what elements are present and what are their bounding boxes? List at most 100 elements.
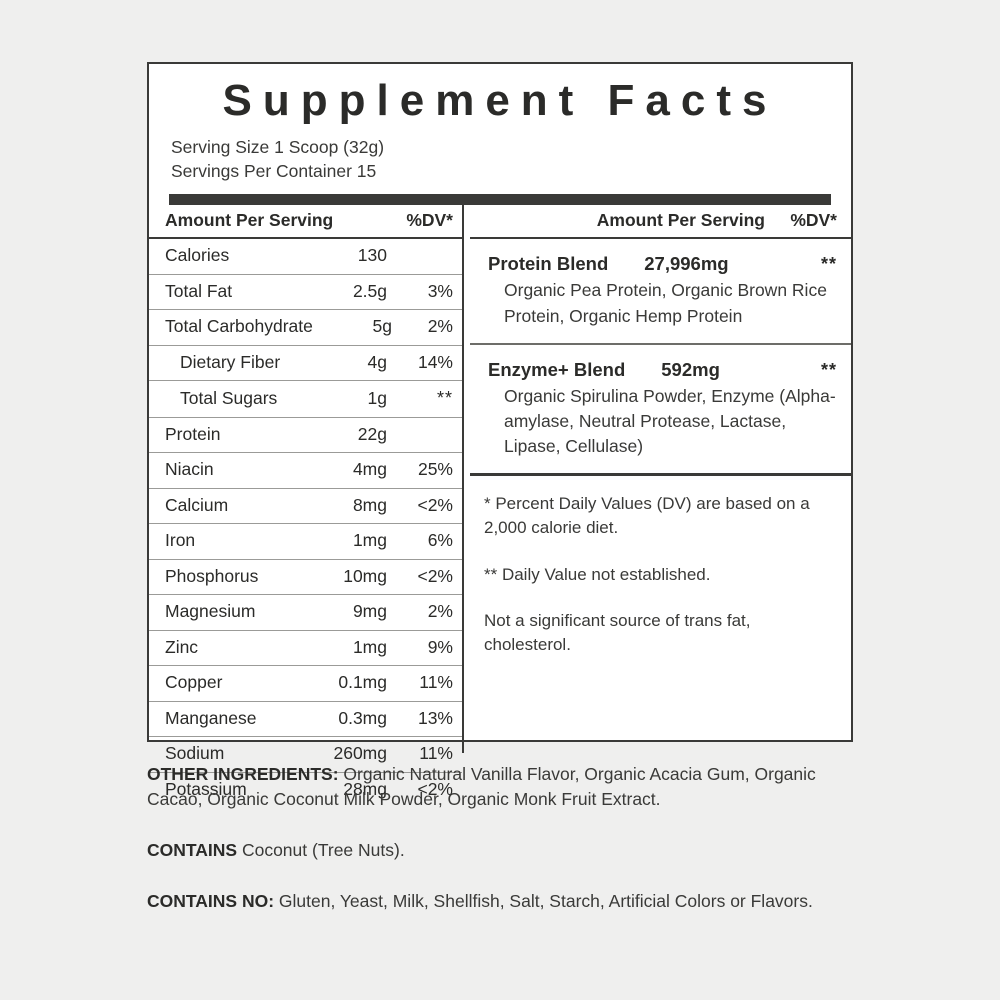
table-row: Total Sugars 1g ** xyxy=(149,381,462,418)
nutrient-amount: 5g xyxy=(372,316,392,337)
nutrient-amount: 10mg xyxy=(343,565,387,586)
nutrient-percent-dv: 2% xyxy=(427,316,453,337)
servings-per-container-text: Servings Per Container 15 xyxy=(171,161,377,182)
contains-paragraph: CONTAINS Coconut (Tree Nuts). xyxy=(147,838,853,863)
table-row: Manganese 0.3mg 13% xyxy=(149,702,462,738)
nutrient-name: Sodium xyxy=(165,743,225,764)
blend-enzyme-dv: ** xyxy=(820,359,837,380)
nutrient-percent-dv: 9% xyxy=(427,636,453,657)
nutrient-percent-dv: ** xyxy=(436,388,453,409)
table-row: Phosphorus 10mg <2% xyxy=(149,560,462,596)
nutrient-name: Magnesium xyxy=(165,601,256,622)
nutrient-amount: 4mg xyxy=(352,459,387,480)
nutrient-name: Iron xyxy=(165,530,196,551)
nutrient-percent-dv: <2% xyxy=(417,494,453,515)
blend-enzyme-name: Enzyme+ Blend xyxy=(488,358,626,380)
nutrient-name: Niacin xyxy=(165,459,214,480)
nutrient-name: Protein xyxy=(165,423,221,444)
nutrient-percent-dv: <2% xyxy=(417,565,453,586)
footnotes: * Percent Daily Values (DV) are based on… xyxy=(470,476,851,753)
nutrient-percent-dv: 6% xyxy=(427,530,453,551)
blend-enzyme-amount: 592mg xyxy=(661,358,720,380)
nutrients-column-header: Amount Per Serving %DV* xyxy=(149,205,462,240)
blend-protein-header: Protein Blend 27,996mg ** xyxy=(488,253,837,275)
table-row: Magnesium 9mg 2% xyxy=(149,595,462,631)
panel-header: Supplement Facts Serving Size 1 Scoop (3… xyxy=(149,64,851,206)
other-ingredients-label: OTHER INGREDIENTS: xyxy=(147,764,339,784)
footnote-not-significant-source: Not a significant source of trans fat, c… xyxy=(484,610,751,654)
blends-column-header: Amount Per Serving %DV* xyxy=(470,205,851,240)
contains-no-paragraph: CONTAINS NO: Gluten, Yeast, Milk, Shellf… xyxy=(147,889,853,914)
blend-protein-ingredients: Organic Pea Protein, Organic Brown Rice … xyxy=(504,280,827,326)
nutrient-name: Total Fat xyxy=(165,280,233,301)
contains-label: CONTAINS xyxy=(147,839,238,860)
nutrients-column: Amount Per Serving %DV* Calories 130 Total… xyxy=(149,205,464,797)
table-row: Calcium 8mg <2% xyxy=(149,489,462,525)
nutrient-amount: 0.3mg xyxy=(338,707,387,728)
nutrient-amount: 260mg xyxy=(333,743,387,764)
other-ingredients-text: Organic Natural Vanilla Flavor, Organic … xyxy=(147,764,816,809)
nutrient-amount: 4g xyxy=(367,351,387,372)
nutrient-percent-dv: 2% xyxy=(427,601,453,622)
blend-protein-name: Protein Blend xyxy=(488,253,609,275)
table-row: Iron 1mg 6% xyxy=(149,524,462,560)
nutrient-amount: 22g xyxy=(357,423,387,444)
footnote-dv-not-established: ** Daily Value not established. xyxy=(484,564,711,584)
nutrient-amount: 1mg xyxy=(352,636,387,657)
nutrient-amount: 1g xyxy=(367,388,387,409)
nutrient-percent-dv: 11% xyxy=(419,743,453,764)
nutrient-name: Zinc xyxy=(165,636,199,657)
blends-column: Amount Per Serving %DV* Protein Blend 27… xyxy=(470,205,851,753)
table-row: Copper 0.1mg 11% xyxy=(149,666,462,702)
contains-text: Coconut (Tree Nuts). xyxy=(237,839,405,860)
ingredients-section: OTHER INGREDIENTS: Organic Natural Vanil… xyxy=(147,762,853,913)
nutrient-percent-dv: 11% xyxy=(419,672,453,693)
nutrient-percent-dv: 3% xyxy=(427,280,453,301)
nutrient-amount: 130 xyxy=(357,245,387,266)
other-ingredients-paragraph: OTHER INGREDIENTS: Organic Natural Vanil… xyxy=(147,762,853,812)
nutrient-amount: 9mg xyxy=(352,601,387,622)
table-row: Potassium 28mg <2% xyxy=(149,773,462,808)
nutrient-percent-dv: <2% xyxy=(417,778,453,799)
nutrient-name: Potassium xyxy=(165,778,247,799)
percent-dv-header-left: %DV* xyxy=(406,210,453,231)
blend-enzyme-ingredients: Organic Spirulina Powder, Enzyme (Alpha-… xyxy=(504,385,836,457)
nutrient-name: Calcium xyxy=(165,494,229,515)
nutrient-name: Manganese xyxy=(165,707,257,728)
contains-no-label: CONTAINS NO: xyxy=(147,890,275,911)
percent-dv-header-right: %DV* xyxy=(790,210,837,231)
blend-protein: Protein Blend 27,996mg ** Organic Pea Pr… xyxy=(470,239,851,345)
blend-protein-amount: 27,996mg xyxy=(644,253,729,275)
contains-no-text: Gluten, Yeast, Milk, Shellfish, Salt, St… xyxy=(274,890,813,911)
header-divider-bar xyxy=(169,194,831,206)
table-row: Zinc 1mg 9% xyxy=(149,631,462,667)
nutrient-amount: 2.5g xyxy=(352,280,387,301)
nutrient-name: Total Sugars xyxy=(180,388,278,409)
page-title: Supplement Facts xyxy=(222,76,778,125)
nutrient-amount: 0.1mg xyxy=(338,672,387,693)
supplement-facts-panel: Supplement Facts Serving Size 1 Scoop (3… xyxy=(147,62,853,797)
table-row: Protein 22g xyxy=(149,418,462,454)
serving-size-text: Serving Size 1 Scoop (32g) xyxy=(171,136,385,157)
nutrient-name: Calories xyxy=(165,245,230,266)
amount-per-serving-header-right: Amount Per Serving xyxy=(596,210,765,231)
nutrient-percent-dv: 14% xyxy=(417,351,453,372)
nutrient-rows: Calories 130 Total Fat 2.5g 3% Total Carbohyd… xyxy=(149,239,462,807)
nutrient-amount: 1mg xyxy=(352,530,387,551)
nutrient-percent-dv: 25% xyxy=(417,459,453,480)
table-row: Sodium 260mg 11% xyxy=(149,737,462,773)
nutrient-name: Total Carbohydrate xyxy=(165,316,313,337)
table-row: Total Fat 2.5g 3% xyxy=(149,275,462,311)
facts-columns: Amount Per Serving %DV* Calories 130 Total… xyxy=(149,205,851,797)
amount-per-serving-header-left: Amount Per Serving xyxy=(165,210,334,231)
nutrient-name: Dietary Fiber xyxy=(180,351,281,372)
footnote-percent-dv: * Percent Daily Values (DV) are based on… xyxy=(484,494,810,538)
table-row: Niacin 4mg 25% xyxy=(149,453,462,489)
nutrient-amount: 28mg xyxy=(343,778,387,799)
blend-protein-dv: ** xyxy=(820,254,837,275)
nutrient-amount: 8mg xyxy=(352,494,387,515)
nutrient-percent-dv: 13% xyxy=(417,707,453,728)
nutrient-name: Phosphorus xyxy=(165,565,259,586)
table-row: Total Carbohydrate 5g 2% xyxy=(149,310,462,346)
